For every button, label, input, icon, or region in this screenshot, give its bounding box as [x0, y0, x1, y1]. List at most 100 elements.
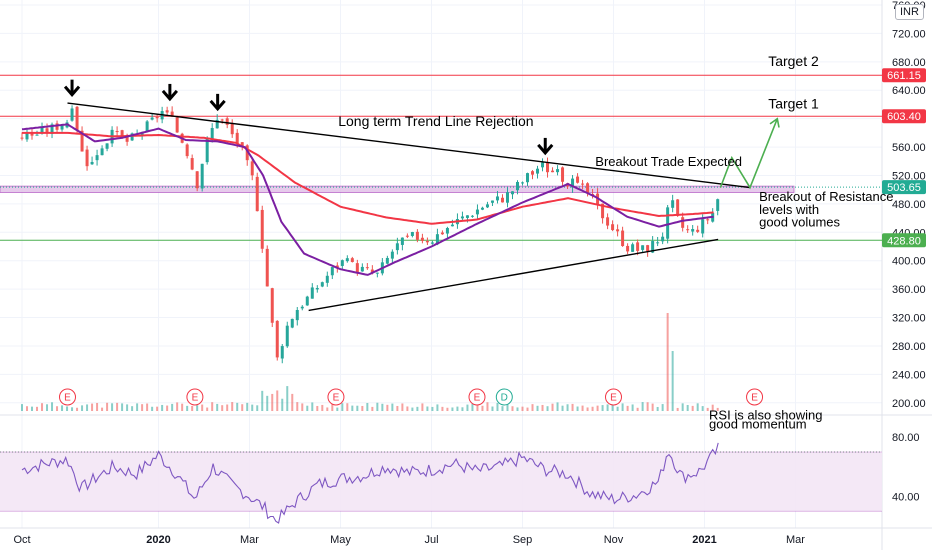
volume-bar — [31, 406, 34, 411]
volume-bar — [416, 406, 419, 411]
volume-bar — [521, 406, 524, 411]
candle-body — [240, 142, 244, 148]
event-marker-circle — [495, 388, 513, 406]
volume-bar — [221, 405, 224, 411]
volume-bar — [121, 403, 124, 411]
candle-body — [90, 161, 94, 165]
volume-bar — [321, 404, 324, 411]
time-tick-label: 2021 — [692, 534, 716, 546]
down-arrow-head — [63, 85, 81, 97]
candle-body — [285, 325, 289, 347]
candle-body — [521, 182, 524, 184]
volume-bar — [356, 405, 359, 411]
candle-body — [60, 125, 64, 130]
annotation-text: Target 2 — [768, 53, 819, 69]
volume-bar — [126, 404, 129, 411]
volume-bar — [156, 406, 159, 411]
price-tick-label: 680.00 — [892, 57, 926, 69]
volume-bar — [661, 404, 664, 411]
candle-body — [500, 197, 504, 203]
volume-bar — [441, 406, 444, 411]
volume-bar — [326, 407, 329, 411]
candle-body — [320, 282, 324, 287]
candle-body — [636, 242, 640, 251]
candle-body — [200, 163, 204, 189]
candle-body — [215, 119, 219, 129]
candle-body — [235, 132, 239, 145]
candle-body — [340, 260, 344, 266]
time-tick-label: 2020 — [146, 534, 170, 546]
candle-body — [651, 241, 655, 253]
candle-body — [571, 178, 575, 188]
volume-bar — [431, 406, 434, 411]
candle-body — [410, 232, 414, 236]
volume-bar — [596, 405, 599, 411]
volume-bar — [246, 402, 249, 411]
price-tick-label: 200.00 — [892, 398, 926, 410]
candle-body — [390, 251, 394, 259]
ma-short-line — [21, 123, 714, 276]
candle-body — [536, 168, 540, 174]
candle-body — [510, 191, 514, 195]
candle-body — [260, 209, 264, 249]
volume-bar — [201, 404, 204, 411]
volume-bar — [331, 402, 334, 411]
volume-bar — [601, 405, 604, 411]
event-marker-label: E — [751, 393, 758, 404]
drawings — [63, 79, 780, 312]
annotation-text: Breakout Trade Expected — [595, 154, 742, 169]
volume-bar — [566, 404, 569, 411]
ma-long-line — [22, 131, 714, 225]
candle-body — [295, 309, 299, 321]
candle-body — [150, 117, 154, 120]
volume-bar — [61, 405, 64, 411]
currency-label[interactable]: INR — [895, 4, 924, 20]
volume-bar — [571, 403, 574, 411]
candle-body — [490, 200, 494, 203]
volume-bar — [261, 390, 264, 411]
volume-bar — [351, 405, 354, 411]
volume-bar — [536, 405, 539, 411]
volume-bar — [136, 403, 139, 411]
volume-bar — [706, 407, 709, 411]
price-tick-label: 320.00 — [892, 313, 926, 325]
price-level-badge: 503.65 — [882, 180, 926, 195]
price-level-badge-bg — [882, 68, 926, 83]
volume-bar — [456, 406, 459, 411]
volume-bar — [51, 402, 54, 411]
volume-bar — [671, 351, 674, 411]
event-marker: E — [468, 388, 486, 406]
volume-bar — [186, 405, 189, 411]
candle-body — [210, 127, 214, 140]
candle-body — [475, 209, 479, 215]
volume-bar — [446, 407, 449, 411]
volume-bar — [506, 402, 509, 411]
time-tick-label: Oct — [13, 534, 30, 546]
volume-bar — [516, 407, 519, 411]
price-tick-label: 560.00 — [892, 142, 926, 154]
candle-body — [551, 170, 555, 173]
candle-body — [330, 267, 334, 276]
event-marker: E — [327, 388, 345, 406]
volume-bar — [191, 405, 194, 411]
event-marker-label: E — [474, 393, 481, 404]
candle-body — [95, 155, 99, 161]
candle-body — [405, 235, 409, 237]
down-arrow-icon — [161, 83, 179, 102]
event-marker-circle — [468, 388, 486, 406]
price-zones — [0, 74, 882, 241]
event-marker-circle — [186, 388, 204, 406]
volume-bar — [146, 403, 149, 411]
candle-body — [80, 130, 84, 152]
annotation-text: levels with — [759, 202, 819, 217]
down-arrow-icon — [63, 79, 81, 97]
volume-bar — [161, 404, 164, 411]
candle-body — [270, 288, 274, 323]
volume-bar — [211, 402, 214, 411]
volume-bar — [646, 402, 649, 411]
volume-bar — [271, 393, 274, 411]
rsi-tick-label: 80.00 — [892, 432, 920, 444]
volume-bar — [511, 406, 514, 411]
time-tick-label: Nov — [604, 534, 624, 546]
